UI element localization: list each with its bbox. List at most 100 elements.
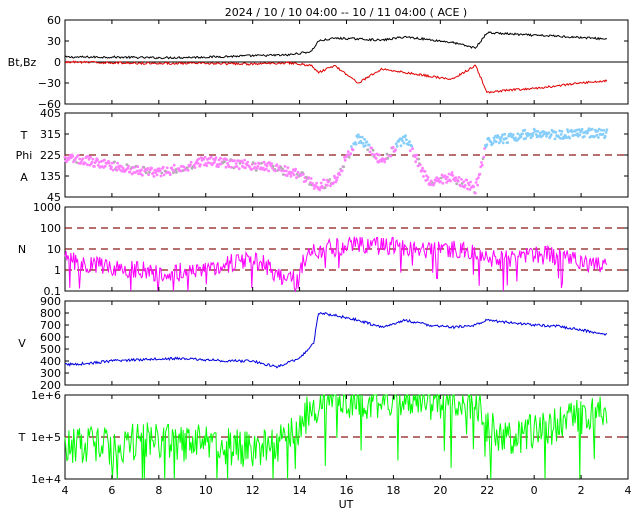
phi-point	[325, 178, 329, 182]
phi-point	[160, 171, 164, 175]
phi-point	[572, 133, 575, 137]
phi-point	[422, 175, 425, 178]
phi-point	[480, 161, 483, 164]
phi-point	[159, 174, 163, 178]
phi-point	[401, 139, 404, 143]
phi-point	[547, 131, 551, 135]
phi-point	[147, 173, 151, 177]
phi-point	[270, 162, 274, 166]
y-tick-label: 315	[40, 128, 61, 141]
phi-point	[394, 148, 397, 152]
phi-point	[202, 157, 206, 161]
phi-point	[494, 140, 498, 144]
phi-point	[549, 133, 553, 137]
phi-point	[482, 155, 486, 159]
phi-point	[142, 166, 146, 169]
phi-point	[443, 174, 447, 178]
phi-point	[281, 167, 284, 171]
x-axis-label: UT	[339, 498, 354, 511]
x-tick-label: 6	[108, 484, 115, 497]
phi-point	[360, 135, 364, 139]
phi-point	[356, 135, 359, 139]
phi-point	[151, 171, 155, 175]
phi-point	[489, 140, 493, 144]
phi-point	[463, 184, 467, 187]
y-tick-label: 10	[47, 243, 61, 256]
series-line-density	[64, 236, 608, 293]
phi-point	[420, 168, 424, 172]
y-tick-label: 405	[40, 107, 61, 120]
x-tick-label: 12	[246, 484, 260, 497]
phi-point	[304, 179, 308, 183]
phi-point	[114, 166, 118, 169]
phi-point	[446, 175, 449, 179]
phi-point	[243, 158, 247, 162]
phi-point	[254, 169, 258, 172]
x-tick-label: 22	[480, 484, 494, 497]
phi-point	[253, 166, 257, 169]
phi-point	[395, 144, 399, 148]
phi-point	[583, 135, 586, 138]
phi-point	[455, 182, 459, 186]
phi-point	[416, 164, 420, 168]
x-tick-label: 20	[433, 484, 447, 497]
phi-point	[233, 159, 236, 163]
phi-point	[491, 141, 495, 145]
phi-point	[285, 169, 288, 173]
phi-point	[262, 160, 266, 164]
phi-point	[93, 165, 96, 168]
series-line-bt	[64, 31, 607, 60]
phi-point	[459, 184, 462, 188]
phi-point	[408, 149, 412, 153]
phi-point	[365, 140, 369, 144]
phi-point	[137, 172, 140, 176]
phi-point	[97, 160, 101, 164]
phi-point	[340, 169, 344, 173]
phi-point	[111, 168, 115, 172]
phi-point	[346, 153, 349, 157]
phi-point	[213, 158, 217, 162]
phi-point	[216, 163, 219, 166]
series-line-temperature	[64, 393, 608, 480]
phi-point	[140, 168, 144, 172]
phi-point	[251, 161, 255, 165]
phi-point	[336, 176, 339, 179]
phi-point	[299, 174, 303, 177]
phi-point	[450, 171, 454, 174]
phi-point	[342, 165, 346, 169]
phi-point	[523, 128, 527, 132]
phi-point	[274, 169, 277, 173]
phi-point	[81, 157, 85, 161]
phi-point	[602, 129, 606, 132]
phi-point	[172, 163, 176, 167]
y-tick-label: 45	[47, 191, 61, 204]
phi-point	[165, 166, 169, 170]
phi-point	[329, 184, 332, 188]
phi-point	[349, 152, 353, 156]
y-tick-label: 1e+6	[31, 389, 61, 402]
phi-point	[449, 179, 452, 183]
phi-point	[271, 164, 275, 168]
y-tick-label: 400	[40, 355, 61, 368]
phi-point	[597, 127, 601, 131]
phi-point	[441, 181, 445, 185]
phi-point	[161, 165, 165, 169]
series-line-bz	[64, 60, 608, 94]
phi-point	[135, 169, 139, 173]
phi-point	[576, 132, 579, 136]
y-tick-label: 0	[54, 56, 61, 69]
phi-point	[514, 136, 517, 140]
phi-point	[86, 154, 90, 158]
phi-point	[476, 183, 479, 187]
phi-point	[203, 155, 207, 159]
phi-point	[578, 133, 582, 137]
phi-point	[524, 137, 527, 140]
phi-point	[302, 172, 305, 176]
phi-point	[230, 165, 233, 169]
phi-point	[144, 171, 148, 175]
y-axis-label-bottom: A	[20, 171, 28, 184]
x-tick-label: 8	[155, 484, 162, 497]
phi-point	[467, 183, 471, 187]
phi-point	[292, 173, 296, 177]
phi-point	[241, 161, 245, 165]
